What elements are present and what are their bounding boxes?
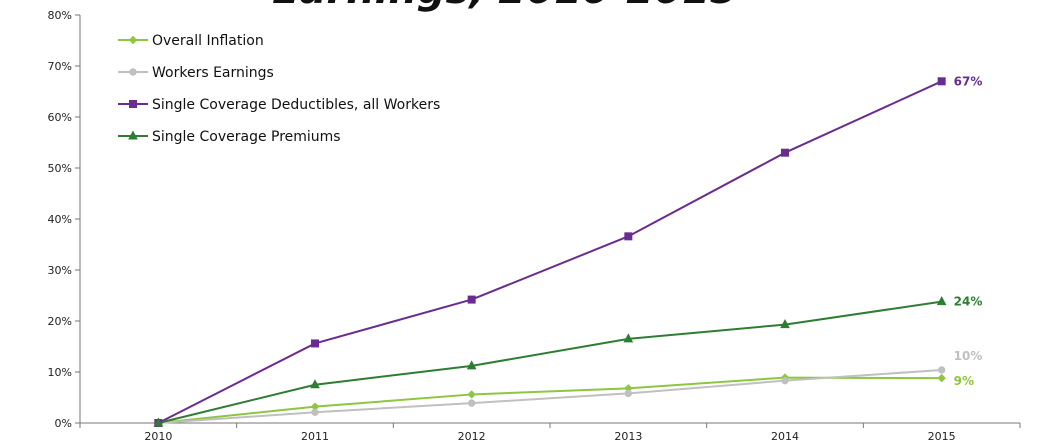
- data-point-series-3: [310, 379, 320, 389]
- end-labels: 9% 10% 67% 24%: [954, 74, 983, 388]
- data-point-series-3: [780, 319, 790, 329]
- y-tick-label: 50%: [48, 162, 72, 175]
- data-point-series-1: [624, 389, 633, 398]
- data-point-series-3: [153, 417, 164, 427]
- chart-legend: Overall Inflation Workers Earnings Single …: [118, 33, 440, 145]
- data-point-series-0: [937, 373, 946, 383]
- data-point-series-1: [781, 376, 789, 385]
- series-markers: [153, 77, 947, 428]
- y-tick-label: 20%: [48, 315, 72, 328]
- series-line-1: [158, 368, 942, 424]
- data-point-series-1: [311, 408, 319, 416]
- x-tick-label: 2011: [301, 430, 329, 443]
- data-point-series-2: [467, 295, 476, 304]
- legend-label-1: Workers Earnings: [152, 65, 274, 81]
- x-tick-label: 2010: [144, 430, 172, 443]
- chart-title-fragment: Earnings, 2010-2015: [272, 0, 738, 13]
- series-line-2: [157, 80, 943, 424]
- legend-swatch-marker-1: [129, 68, 137, 76]
- y-tick-label: 30%: [48, 264, 72, 277]
- y-tick-label: 80%: [48, 9, 72, 22]
- series-line-3: [158, 300, 942, 424]
- data-point-series-2: [311, 339, 319, 348]
- legend-label-2: Single Coverage Deductibles, all Workers: [152, 97, 440, 113]
- legend-swatch-marker-2: [129, 100, 137, 108]
- y-tick-label: 40%: [48, 213, 72, 226]
- end-label-series-0: 9%: [954, 374, 974, 388]
- end-label-series-2: 67%: [954, 74, 983, 88]
- x-tick-label: 2014: [771, 430, 799, 443]
- y-tick-label: 60%: [48, 111, 72, 124]
- y-tick-label: 10%: [48, 366, 72, 379]
- data-point-series-3: [623, 333, 634, 343]
- y-tick-label: 0%: [55, 417, 72, 430]
- legend-label-3: Single Coverage Premiums: [152, 129, 341, 145]
- x-tick-label: 2012: [458, 430, 486, 443]
- data-point-series-2: [937, 77, 946, 86]
- series-line-0: [158, 376, 942, 424]
- data-point-series-2: [624, 232, 633, 241]
- data-point-series-1: [937, 366, 946, 374]
- data-point-series-3: [466, 360, 477, 370]
- y-tick-label: 70%: [48, 60, 72, 73]
- x-tick-label: 2015: [928, 430, 956, 443]
- x-tick-label: 2013: [614, 430, 642, 443]
- series-lines: [157, 80, 943, 424]
- legend-swatch-marker-0: [128, 35, 138, 45]
- end-label-series-3: 24%: [954, 295, 983, 309]
- data-point-series-1: [467, 399, 476, 407]
- data-point-series-3: [936, 296, 947, 306]
- data-point-series-0: [467, 390, 476, 399]
- end-label-series-1: 10%: [954, 349, 983, 363]
- legend-label-0: Overall Inflation: [152, 33, 264, 49]
- data-point-series-2: [781, 148, 789, 157]
- legend-swatch-marker-3: [128, 130, 138, 140]
- axes: 0% 10% 20% 30% 40% 50% 60% 70% 80% 2010 2011 2012 20…: [48, 9, 1021, 443]
